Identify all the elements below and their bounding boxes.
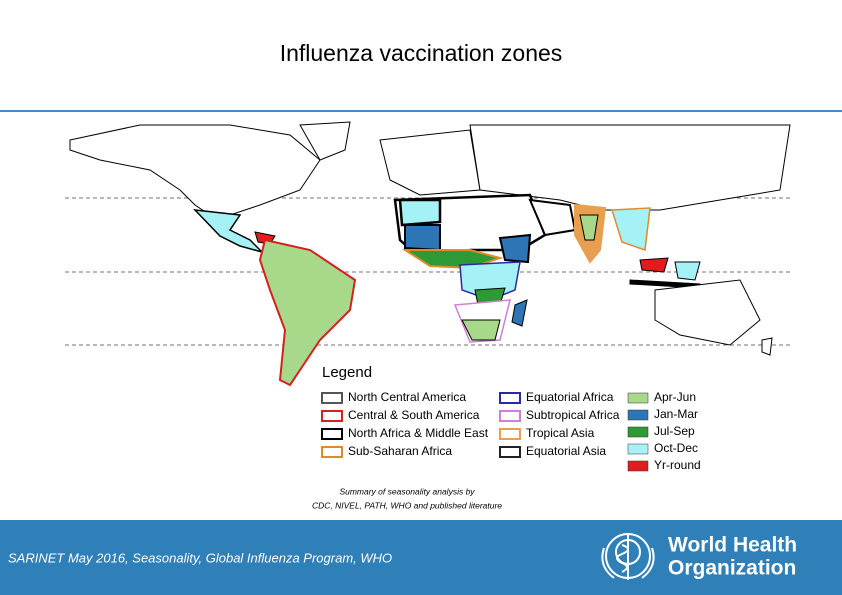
legend-label: Subtropical Africa <box>526 408 620 422</box>
legend-label: Oct-Dec <box>654 441 698 455</box>
who-emblem <box>601 533 655 580</box>
logo-text: World Health <box>668 534 797 557</box>
legend-swatch <box>499 446 521 458</box>
legend-label: North Africa & Middle East <box>348 426 489 440</box>
legend-swatch <box>627 392 649 404</box>
legend-swatch <box>627 409 649 421</box>
legend-label: Yr-round <box>654 458 701 472</box>
footer-text: SARINET May 2016, Seasonality, Global In… <box>8 550 392 565</box>
legend-swatch <box>321 428 343 440</box>
legend-swatch <box>499 428 521 440</box>
legend-swatch <box>499 392 521 404</box>
legend-swatch <box>627 443 649 455</box>
legend-swatch <box>627 426 649 438</box>
legend-label: North Central America <box>348 390 466 404</box>
legend-label: Equatorial Africa <box>526 390 614 404</box>
world-map <box>65 121 791 387</box>
legend-swatch <box>627 460 649 472</box>
legend-label: Sub-Saharan Africa <box>348 444 452 458</box>
logo-text: Organization <box>668 557 796 580</box>
legend-label: Equatorial Asia <box>526 444 606 458</box>
legend-label: Apr-Jun <box>654 390 696 404</box>
legend-label: Central & South America <box>348 408 480 422</box>
legend-label: Tropical Asia <box>526 426 595 440</box>
legend-swatch <box>321 392 343 404</box>
legend-swatch <box>321 410 343 422</box>
slide-title: Influenza vaccination zones <box>280 40 563 66</box>
legend-swatch <box>321 446 343 458</box>
caption: CDC, NIVEL, PATH, WHO and published lite… <box>312 500 502 510</box>
legend-title: Legend <box>322 364 372 381</box>
footer-bar <box>0 520 842 595</box>
legend-label: Jan-Mar <box>654 407 698 421</box>
caption: Summary of seasonality analysis by <box>339 486 475 496</box>
legend-swatch <box>499 410 521 422</box>
legend-label: Jul-Sep <box>654 424 695 438</box>
